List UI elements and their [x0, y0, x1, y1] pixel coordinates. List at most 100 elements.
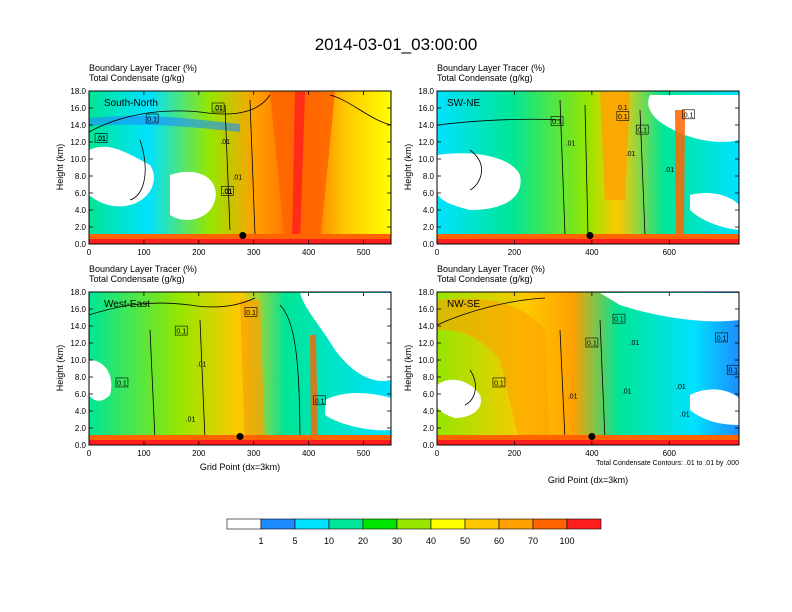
x-tick-label: 400: [302, 248, 316, 257]
boxed-label: 0.1: [147, 117, 157, 124]
colorbar-swatch: [294, 518, 330, 530]
y-tick-label: 12.0: [70, 339, 86, 348]
panel-label-2: SW-NE: [447, 98, 480, 109]
orange-column-3: [240, 300, 265, 445]
x-tick-label: 400: [585, 248, 599, 257]
y-label-4: Height (km): [403, 345, 413, 392]
colorbar-label: 50: [460, 536, 470, 546]
subtitle-3a: Boundary Layer Tracer (%): [89, 264, 197, 274]
colorbar-label: 1: [258, 536, 263, 546]
subtitle-1a: Boundary Layer Tracer (%): [89, 63, 197, 73]
y-tick-label: 0.0: [75, 240, 87, 249]
colorbar-swatch: [430, 518, 466, 530]
boxed-label: 0.1: [315, 398, 325, 405]
y-tick-label: 18.0: [70, 87, 86, 96]
y-tick-label: 8.0: [75, 373, 87, 382]
x-tick-label: 100: [137, 449, 151, 458]
y-tick-label: 14.0: [418, 121, 434, 130]
y-tick-label: 2.0: [423, 223, 435, 232]
x-tick-label: 500: [357, 248, 371, 257]
y-tick-label: 2.0: [75, 424, 87, 433]
y-tick-label: 18.0: [418, 288, 434, 297]
y-tick-label: 4.0: [423, 407, 435, 416]
panel-label-1: South-North: [104, 98, 158, 109]
colorbar-swatch: [396, 518, 432, 530]
panel-label-4: NW-SE: [447, 299, 480, 310]
white-region-4c: [690, 389, 739, 425]
boxed-label-frame: [585, 337, 599, 348]
x-tick-label: 600: [663, 449, 677, 458]
boxed-label: 0.1: [117, 380, 127, 387]
y-tick-label: 6.0: [423, 390, 435, 399]
contour-label: .01: [213, 105, 223, 112]
orange-wedge-4: [437, 298, 550, 445]
contour-2: [436, 99, 646, 236]
location-marker: [586, 232, 594, 239]
y-tick-label: 8.0: [423, 373, 435, 382]
y-tick-label: 6.0: [423, 189, 435, 198]
boxed-label-frame: [174, 325, 188, 336]
subtitle-4a: Boundary Layer Tracer (%): [437, 264, 545, 274]
boxed-label: .01: [96, 136, 106, 143]
panel-south-north: Boundary Layer Tracer (%) Total Condensa…: [55, 63, 392, 257]
y-tick-label: 0.0: [423, 240, 435, 249]
x-label-3: Grid Point (dx=3km): [200, 462, 280, 472]
blue-band-1: [89, 115, 240, 132]
y-tick-label: 18.0: [70, 288, 86, 297]
plot-frame-3: [88, 291, 392, 446]
colorbar-swatch: [566, 518, 602, 530]
contour-note: Total Condensate Contours: .01 to .01 by…: [596, 460, 739, 467]
contour-label: .01: [197, 361, 207, 368]
x-tick-label: 500: [357, 449, 371, 458]
boxed-label: 0.1: [728, 368, 738, 375]
colorbar-label: 30: [392, 536, 402, 546]
contour-label: .01: [630, 340, 640, 347]
contour-label: .01: [220, 139, 230, 146]
x-tick-label: 0: [435, 449, 440, 458]
white-region-2c: [690, 193, 739, 230]
x-tick-label: 300: [247, 248, 261, 257]
contour-label: .01: [566, 141, 576, 148]
colorbar: 1 5 10 20 30 40 50 60 70 100: [226, 518, 602, 546]
white-region-3c: [325, 393, 391, 431]
y-tick-label: 16.0: [70, 104, 86, 113]
y-tick-label: 4.0: [75, 407, 87, 416]
contour-label: 0.1: [618, 105, 628, 112]
colorbar-label: 40: [426, 536, 436, 546]
boxed-label: 0.1: [494, 380, 504, 387]
contour-label: .01: [232, 175, 242, 182]
x-tick-label: 0: [87, 248, 92, 257]
subtitle-3b: Total Condensate (g/kg): [89, 274, 185, 284]
subtitle-1b: Total Condensate (g/kg): [89, 73, 185, 83]
y-tick-label: 14.0: [70, 322, 86, 331]
y-tick-label: 16.0: [418, 104, 434, 113]
panel-sw-ne: Boundary Layer Tracer (%) Total Condensa…: [403, 63, 740, 257]
x-tick-label: 200: [508, 248, 522, 257]
surface-band-red-4: [437, 440, 739, 445]
white-region-3a: [300, 293, 391, 381]
boxed-label-frame: [715, 332, 728, 343]
panel-west-east: Boundary Layer Tracer (%) Total Condensa…: [55, 264, 392, 472]
y-tick-label: 10.0: [70, 356, 86, 365]
colorbar-label: 60: [494, 536, 504, 546]
y-tick-label: 0.0: [75, 441, 87, 450]
surface-band-red-1: [89, 239, 391, 244]
boxed-label-frame: [612, 313, 626, 324]
location-marker: [236, 433, 244, 440]
y-tick-label: 6.0: [75, 189, 87, 198]
y-tick-label: 2.0: [75, 223, 87, 232]
colorbar-label: 10: [324, 536, 334, 546]
boxed-label: 0.1: [614, 317, 624, 324]
boxed-label-frame: [635, 124, 649, 135]
y-tick-label: 6.0: [75, 390, 87, 399]
y-label-3: Height (km): [55, 345, 65, 392]
y-tick-label: 14.0: [70, 121, 86, 130]
boxed-label: 0.1: [246, 310, 256, 317]
plot-frame-1: [88, 90, 392, 245]
x-tick-label: 600: [663, 248, 677, 257]
y-tick-label: 2.0: [423, 424, 435, 433]
plot-frame-2: [436, 90, 740, 245]
boxed-label-frame: [313, 395, 326, 406]
contour-label: .01: [568, 394, 578, 401]
